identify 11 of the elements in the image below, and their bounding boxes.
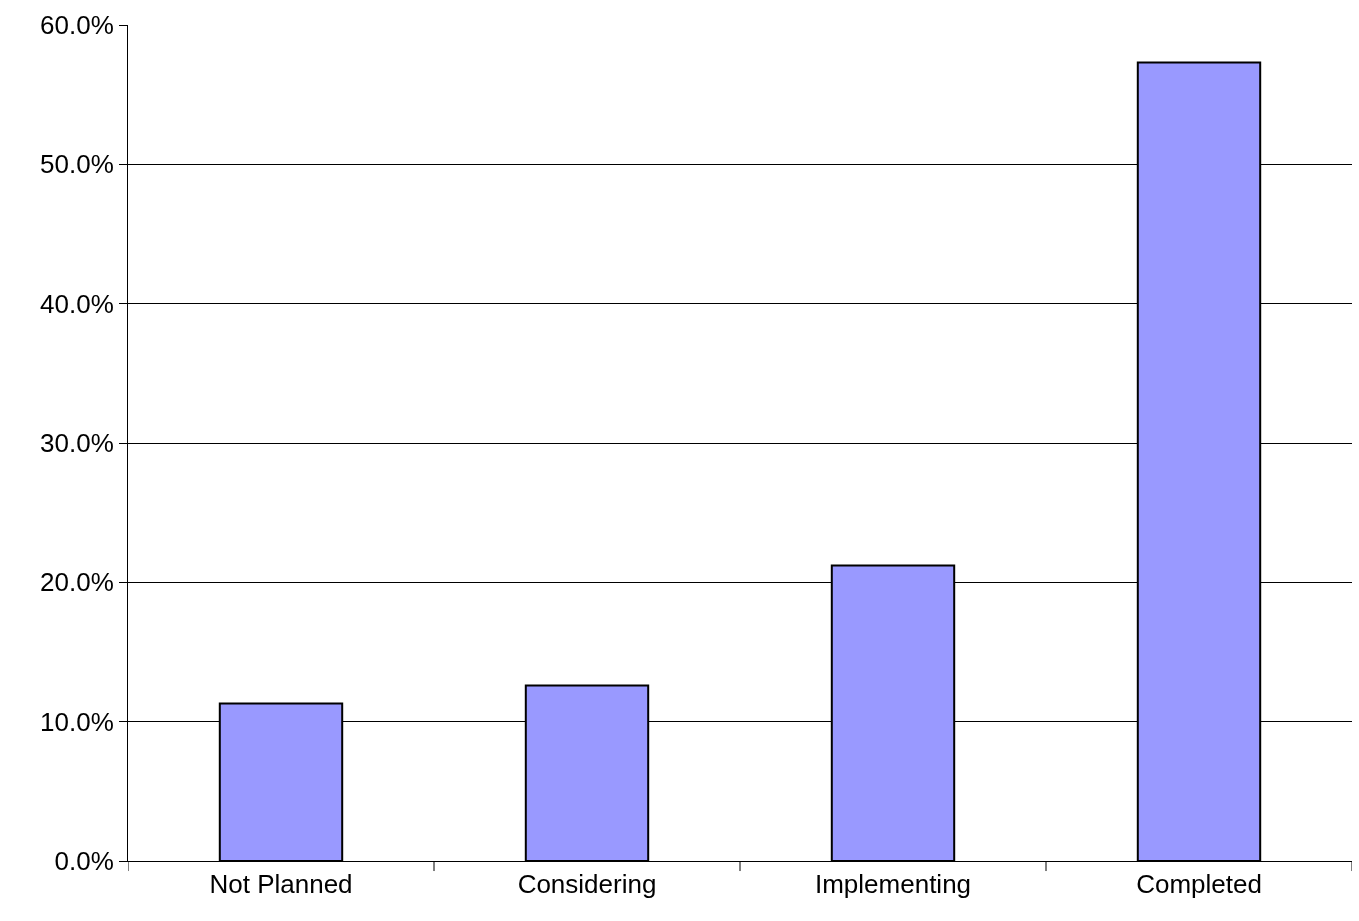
x-tick-label: Completed: [1136, 869, 1262, 900]
x-tick-label: Not Planned: [209, 869, 353, 900]
y-tick-label: 0.0%: [54, 846, 114, 877]
x-tick-label: Implementing: [814, 869, 972, 900]
y-tick-label: 20.0%: [40, 567, 114, 598]
y-tick-label: 50.0%: [40, 149, 114, 180]
y-tick-label: 30.0%: [40, 428, 114, 459]
y-tick-label: 40.0%: [40, 288, 114, 319]
y-tick-label: 10.0%: [40, 706, 114, 737]
x-tick-label: Considering: [517, 869, 657, 900]
y-tick-label: 60.0%: [40, 10, 114, 41]
